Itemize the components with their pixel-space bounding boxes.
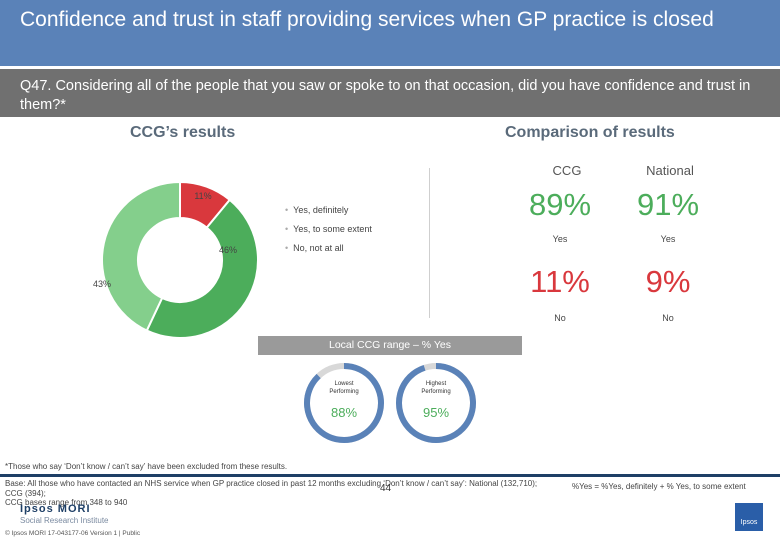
highest-gauge-arc [396, 363, 476, 443]
lowest-caption: Lowest Performing [309, 380, 379, 396]
page-number: 44 [380, 483, 392, 494]
slice-label-no: 11% [194, 191, 211, 201]
ccg-yes-value: 89% [528, 187, 592, 222]
base-text: Base: All those who have contacted an NH… [5, 479, 560, 508]
legend-no: • No, not at all [285, 243, 344, 253]
range-bar [258, 336, 522, 355]
national-column-header: National [646, 163, 694, 178]
range-label: Local CCG range – % Yes [329, 339, 451, 351]
question-text: Q47. Considering all of the people that … [20, 78, 751, 113]
question-bar [0, 69, 780, 117]
legend-label: Yes, definitely [293, 205, 349, 215]
sri-logo-text: Social Research Institute [20, 516, 109, 525]
base-line: CCG bases range from 348 to 940 [5, 498, 128, 507]
highest-caption: Highest Performing [401, 380, 471, 396]
footnote: *Those who say ‘Don’t know / can’t say’ … [5, 462, 288, 471]
ccg-column-header: CCG [552, 163, 582, 178]
ipsos-corner-logo: Ipsos [735, 503, 763, 531]
legend-yes-definitely: • Yes, definitely [285, 205, 349, 215]
base-line: CCG (394); [5, 488, 46, 498]
ccg-no-label: No [554, 313, 566, 323]
slice-label-yes-definitely: 46% [219, 245, 237, 255]
highest-caption-line1: Highest [425, 381, 447, 387]
national-no-value: 9% [645, 264, 691, 299]
page-title: Confidence and trust in staff providing … [20, 8, 714, 31]
highest-gauge [396, 363, 476, 443]
comparison-heading: Comparison of results [505, 124, 675, 141]
ccg-results-heading: CCG’s results [130, 124, 236, 141]
ipsos-logo: Ipsos MORI [20, 503, 91, 515]
highest-value: 95% [422, 405, 450, 420]
footer-bar [0, 474, 780, 477]
donut-chart: 11% 46% 43% [93, 180, 259, 339]
base-line: Base: All those who have contacted an NH… [5, 479, 538, 488]
yes-formula: %Yes = %Yes, definitely + % Yes, to some… [572, 482, 746, 491]
national-yes-label: Yes [660, 234, 676, 244]
legend-yes-some-extent: • Yes, to some extent [285, 224, 372, 234]
national-no-label: No [662, 313, 674, 323]
ccg-yes-label: Yes [552, 234, 568, 244]
slice-yes-definitely [145, 198, 259, 339]
slice-label-yes-some-extent: 43% [93, 279, 111, 289]
ccg-no-value: 11% [530, 264, 590, 299]
lowest-caption-line1: Lowest [334, 381, 354, 387]
highest-caption-line2: Performing [421, 389, 451, 395]
lowest-gauge-arc [304, 363, 384, 443]
slice-yes-some-extent [101, 180, 181, 332]
legend-label: Yes, to some extent [293, 224, 372, 234]
vertical-divider [429, 168, 430, 318]
title-bar [0, 0, 780, 66]
lowest-caption-line2: Performing [329, 389, 359, 395]
copyright: © Ipsos MORI 17-043177-06 Version 1 | Pu… [5, 530, 141, 537]
legend-label: No, not at all [293, 243, 344, 253]
lowest-gauge [304, 363, 384, 443]
lowest-value: 88% [330, 405, 358, 420]
national-yes-value: 91% [636, 187, 700, 222]
